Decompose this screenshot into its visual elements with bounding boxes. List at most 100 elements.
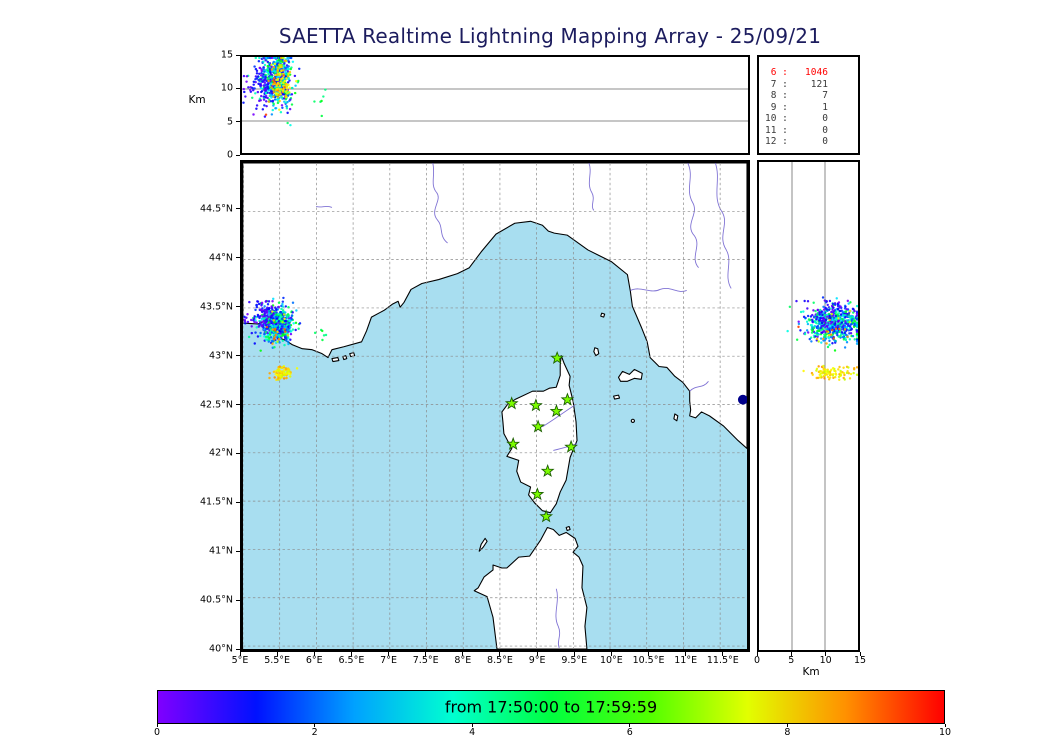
lightning-source	[247, 86, 250, 89]
lightning-source	[840, 330, 844, 334]
lightning-source	[271, 310, 274, 313]
lightning-source	[821, 296, 825, 299]
lightning-source	[270, 86, 273, 89]
lightning-source	[799, 310, 803, 314]
lightning-source	[281, 89, 285, 92]
lightning-source	[277, 373, 281, 376]
count-row: 12 : 0	[765, 136, 828, 147]
lightning-source	[279, 80, 283, 83]
lightning-source	[270, 113, 274, 116]
tick-mark	[236, 648, 240, 650]
lightning-source	[289, 57, 293, 60]
lightning-source	[288, 86, 291, 89]
lightning-source	[855, 317, 858, 321]
lightning-source	[254, 331, 257, 334]
lightning-source	[817, 326, 820, 330]
lightning-source	[275, 317, 279, 320]
lightning-source	[822, 324, 825, 327]
lightning-source	[260, 68, 263, 71]
lightning-source	[254, 67, 258, 71]
lightning-source	[313, 100, 316, 103]
lightning-source	[265, 104, 268, 108]
lightning-source	[293, 91, 297, 95]
station-star	[504, 396, 519, 410]
lightning-source	[253, 320, 256, 324]
lightning-source	[321, 329, 324, 333]
lightning-source	[821, 327, 824, 331]
lon-tick-label: 10.5°E	[632, 655, 665, 666]
lightning-source	[254, 75, 258, 78]
lightning-source	[288, 372, 291, 376]
lat-tick-label: 41.5°N	[199, 496, 233, 508]
tick-mark	[388, 652, 390, 656]
lightning-source	[833, 323, 836, 326]
lightning-source	[274, 70, 277, 74]
tick-mark	[350, 652, 352, 656]
lightning-source	[831, 308, 834, 312]
lightning-source	[834, 372, 837, 375]
lightning-source	[850, 328, 853, 331]
lightning-source	[280, 304, 283, 308]
lightning-source	[253, 65, 256, 68]
lightning-source	[827, 323, 830, 326]
lon-tick-label: 9°E	[528, 655, 546, 666]
lightning-source	[815, 318, 818, 321]
altitude-lat-plot	[786, 162, 858, 650]
lightning-source	[322, 334, 326, 337]
alt-tick-label-top: 15	[220, 49, 233, 61]
tick-mark	[276, 652, 278, 656]
lightning-source	[823, 299, 827, 302]
lightning-source	[266, 60, 270, 64]
tick-mark	[236, 404, 240, 405]
lightning-source	[255, 326, 258, 329]
lightning-source	[276, 81, 280, 85]
lightning-source	[262, 317, 265, 320]
lightning-source	[278, 83, 281, 86]
colorbar-tick-label: 6	[626, 727, 633, 738]
lightning-source	[833, 303, 837, 306]
lightning-source	[846, 335, 849, 339]
lightning-source	[825, 300, 828, 303]
lightning-source	[294, 84, 297, 87]
lightning-source	[803, 332, 807, 336]
lightning-source	[294, 321, 298, 325]
lightning-source	[285, 338, 288, 341]
lightning-source	[852, 368, 856, 371]
lightning-source	[810, 331, 814, 334]
lightning-source	[260, 317, 264, 321]
lightning-source	[807, 331, 810, 334]
lightning-source	[262, 66, 265, 69]
lightning-source	[281, 57, 285, 60]
lightning-source	[827, 336, 831, 340]
lightning-source	[832, 337, 835, 340]
lightning-source	[262, 57, 266, 60]
lightning-source	[259, 334, 262, 338]
lightning-source	[274, 89, 277, 92]
lightning-source	[287, 342, 290, 346]
lon-tick-label: 6.5°E	[338, 655, 365, 666]
lightning-source	[842, 324, 845, 327]
lightning-source	[271, 342, 274, 346]
lightning-source	[823, 370, 826, 374]
lightning-source	[287, 77, 290, 81]
alt-tick-label-right: 15	[853, 655, 867, 666]
lightning-source	[819, 319, 823, 323]
lightning-source	[834, 375, 837, 379]
lightning-source	[275, 308, 278, 312]
lightning-source	[808, 337, 811, 341]
lightning-source	[267, 100, 271, 103]
lightning-source	[846, 370, 849, 373]
lightning-source	[284, 90, 288, 93]
lightning-source	[282, 333, 285, 336]
lightning-source	[845, 307, 848, 311]
lat-tick-label: 44.5°N	[199, 203, 233, 215]
lightning-source	[810, 340, 813, 343]
lightning-source	[287, 72, 290, 76]
lightning-source	[826, 315, 829, 318]
lightning-source	[263, 315, 266, 318]
lightning-source	[272, 370, 276, 374]
lightning-source	[313, 331, 317, 335]
lightning-source	[802, 310, 805, 313]
lightning-source	[830, 312, 833, 316]
